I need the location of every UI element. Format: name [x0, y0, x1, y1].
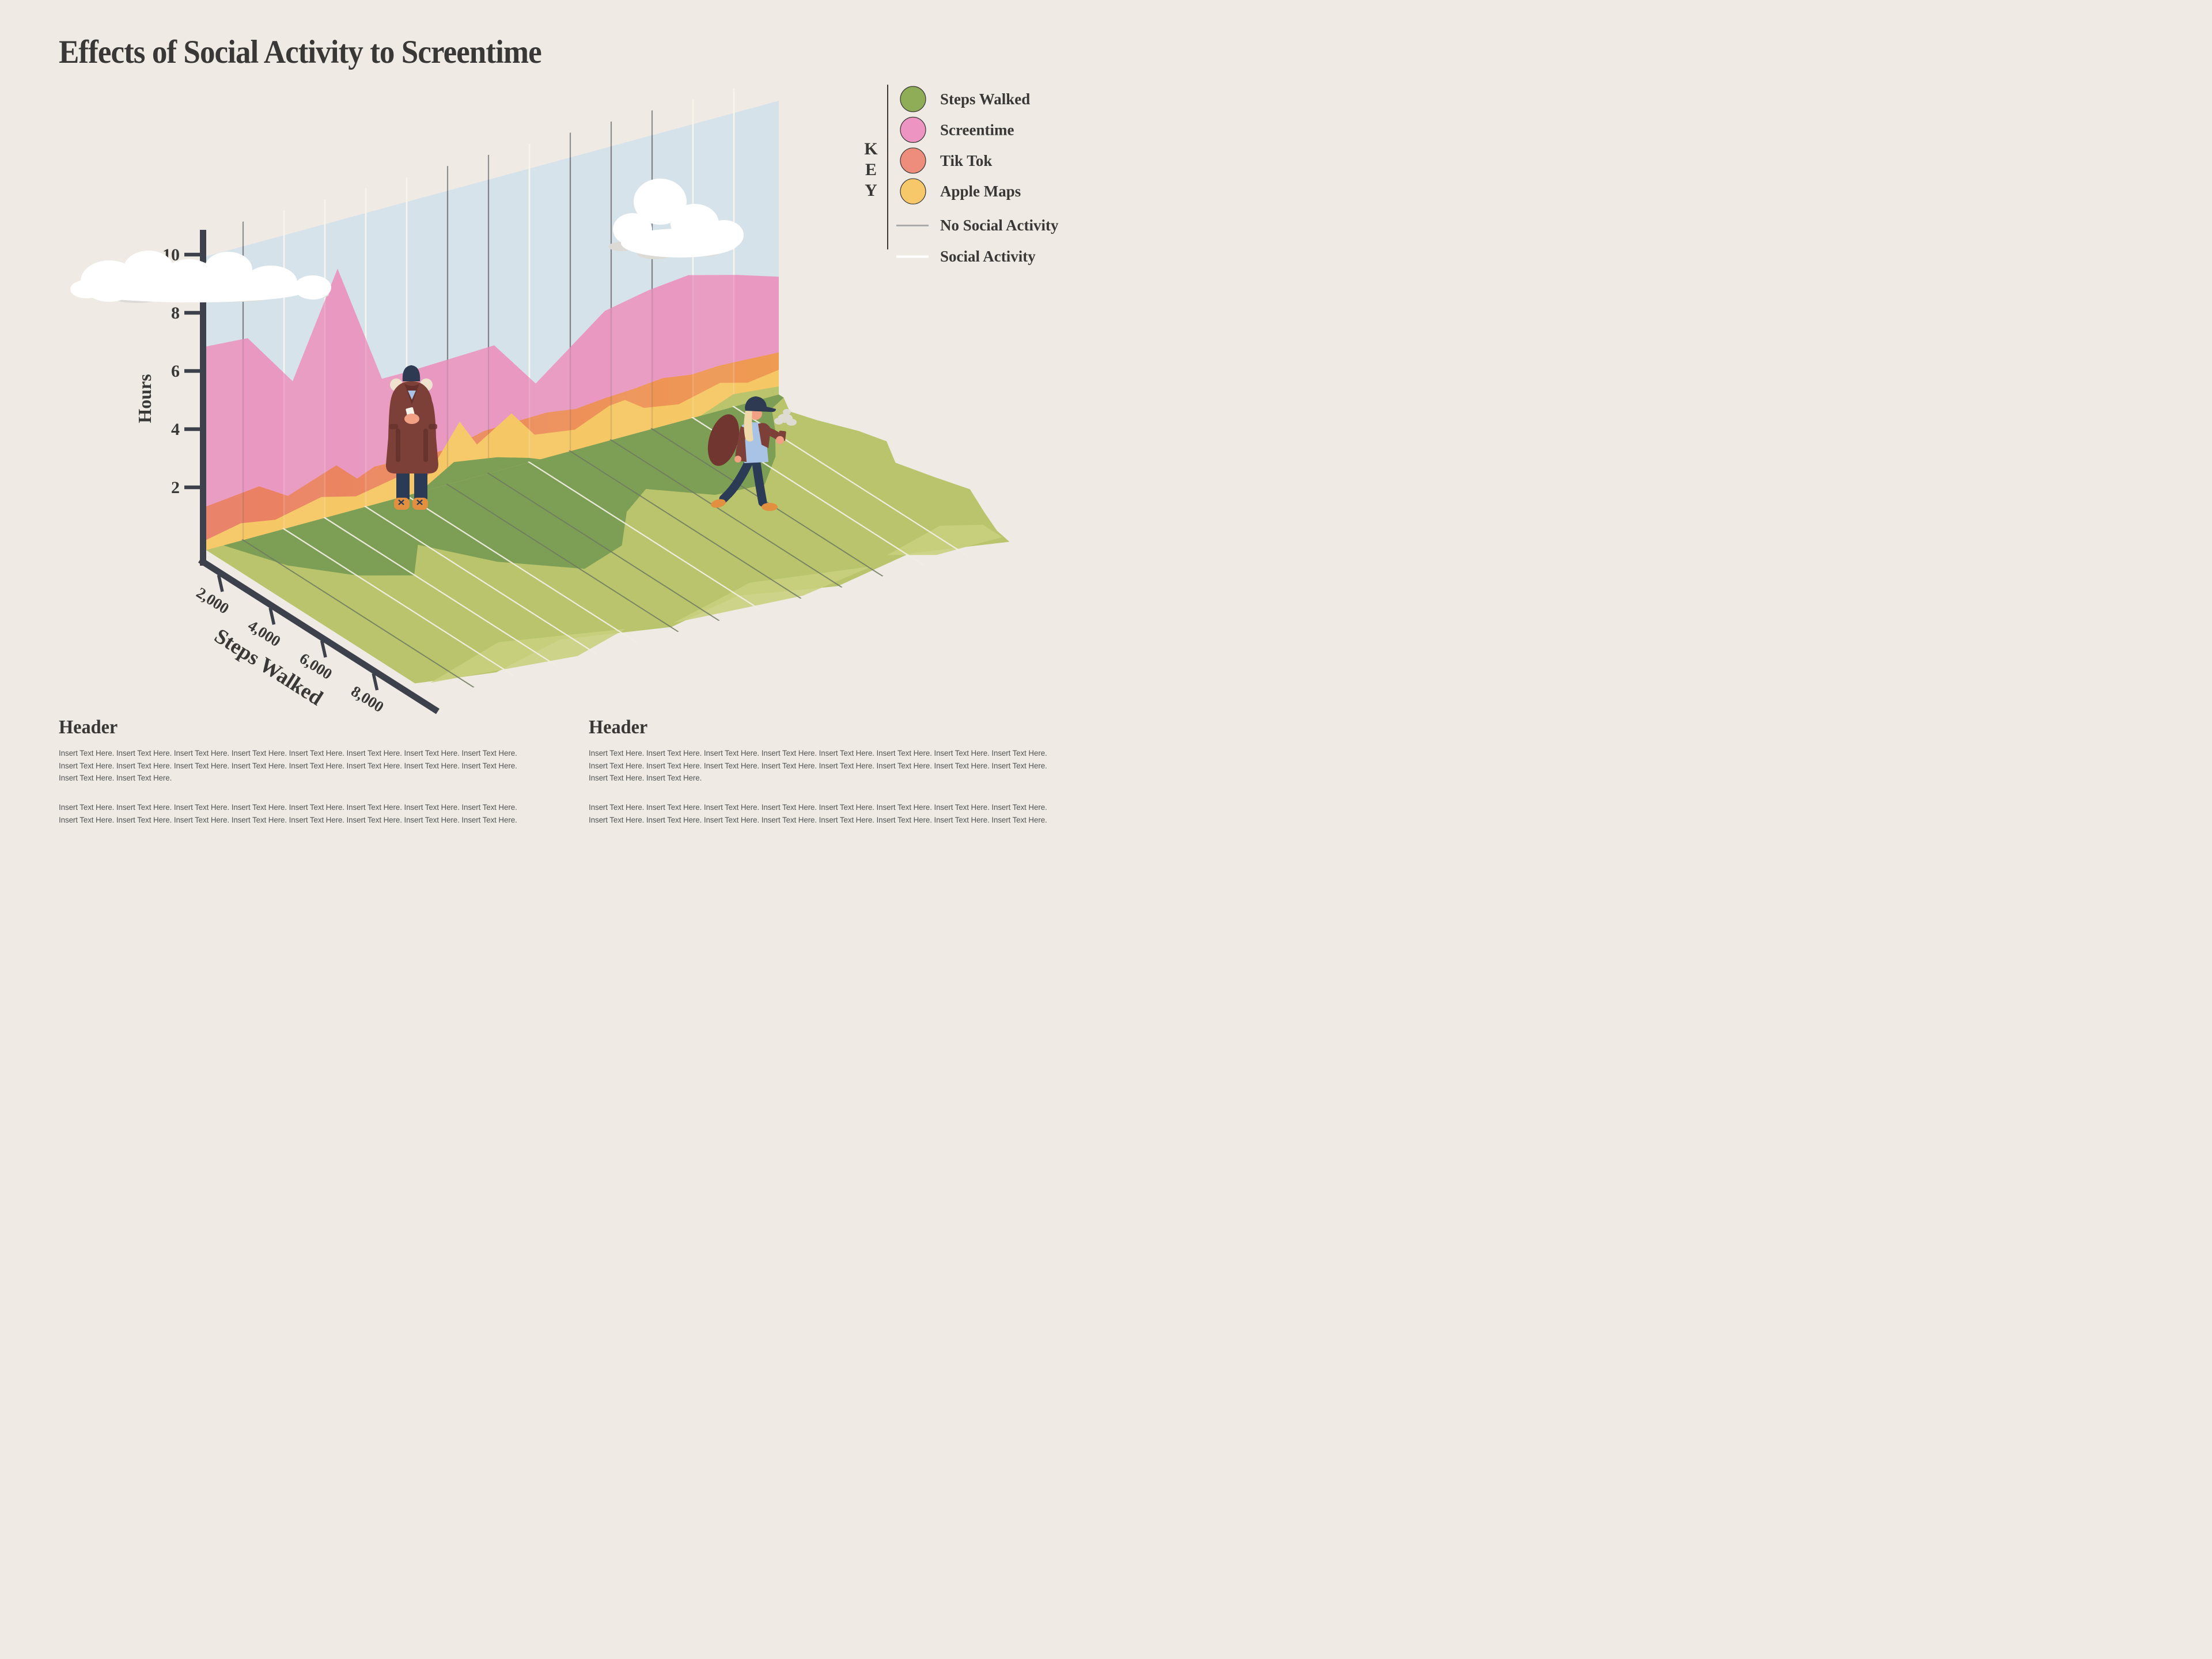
social-activity-ground-line: [323, 517, 556, 665]
wall-glass-panes: [206, 113, 734, 550]
footer-paragraph: Insert Text Here. Insert Text Here. Inse…: [59, 803, 517, 830]
legend-label: Steps Walked: [940, 90, 1030, 108]
legend-label: Screentime: [940, 121, 1014, 138]
y-tick-label: 8: [171, 304, 180, 323]
hands: [404, 414, 419, 424]
shirt-collar: [408, 391, 416, 400]
ground-highlight-1: [430, 628, 626, 683]
wall-pane: [206, 246, 243, 550]
key-letter: Y: [865, 181, 877, 200]
ground-plane: [206, 394, 1010, 688]
steam-puff: [783, 409, 791, 415]
hanging-arm: [735, 432, 747, 459]
coat-belt: [389, 424, 398, 429]
wall-pane: [611, 135, 652, 440]
x-tick-mark: [268, 607, 276, 625]
no-social-activity-ground-line: [609, 439, 843, 588]
no-social-activity-ground-line: [569, 450, 802, 599]
ground-highlight-2: [673, 566, 872, 623]
y-tick-mark: [184, 310, 200, 315]
hand: [734, 456, 741, 463]
back-leg: [719, 457, 753, 503]
x-axis-bar: [198, 557, 440, 714]
x-tick-mark: [217, 574, 224, 592]
cloud-right: [608, 179, 744, 259]
legend-swatch-steps-walked: [900, 86, 926, 112]
wall-pane: [529, 157, 570, 463]
x-tick-mark: [320, 640, 327, 658]
pant-leg: [396, 471, 410, 500]
footer-paragraph: Insert Text Here. Insert Text Here. Inse…: [589, 749, 1047, 783]
no-social-activity-ground-line: [241, 539, 475, 688]
x-tick-mark: [372, 673, 379, 691]
x-tick-label: 2,000: [194, 584, 232, 618]
footer-paragraph: Insert Text Here. Insert Text Here. Inse…: [59, 749, 517, 783]
no-social-activity-ground-line: [446, 483, 679, 632]
wall-plane: [206, 88, 779, 550]
hill-bump-dark: [419, 457, 540, 493]
infographic-canvas: 2 4 6 8 10 2,000 4,000 6,000 8,000 Hours Steps …: [0, 0, 1106, 830]
legend-items: Steps Walked Screentime Tik Tok Apple Maps N…: [896, 86, 1059, 265]
coat-pocket: [423, 429, 428, 462]
steam-puff: [774, 418, 783, 425]
shoe: [762, 503, 778, 511]
wall-pane: [284, 224, 325, 529]
y-tick-mark: [184, 427, 200, 431]
key-letter: K: [864, 139, 878, 158]
y-tick-mark: [184, 485, 200, 490]
person-standing-with-phone: [385, 365, 438, 510]
baseball-cap: [745, 396, 776, 412]
shoulder-bag: [707, 414, 740, 466]
legend-label: No Social Activity: [940, 217, 1059, 234]
y-tick-label: 2: [171, 478, 180, 497]
y-tick-mark: [184, 369, 200, 373]
cloud-left: [70, 251, 331, 303]
shoe: [711, 499, 726, 508]
legend-label: Social Activity: [940, 248, 1036, 265]
social-activity-ground-line: [527, 461, 761, 610]
y-axis-bar: [200, 230, 206, 566]
coat-belt: [429, 424, 437, 429]
ground-highlight-3: [887, 524, 1002, 555]
hill-bump-light: [700, 386, 779, 416]
pant-leg: [414, 471, 427, 500]
wall-pane: [693, 113, 734, 418]
boot: [394, 498, 410, 510]
key-letter: E: [865, 160, 877, 179]
footer-section-left: Header Insert Text Here. Insert Text Her…: [59, 717, 524, 830]
legend-swatch-apple-maps: [900, 178, 926, 204]
social-activity-ground-line: [282, 528, 516, 677]
footer-header: Header: [59, 717, 118, 738]
coat-pocket: [396, 429, 400, 462]
legend-label: Tik Tok: [940, 152, 992, 169]
hair: [744, 406, 753, 442]
legend-swatch-tik-tok: [900, 147, 926, 174]
legend-key: K E Y Steps Walked Screentime Tik Tok Apple…: [864, 85, 1059, 265]
person-walking-with-cup: [707, 396, 797, 511]
footer-section-right: Header Insert Text Here. Insert Text Her…: [589, 717, 1054, 830]
no-social-activity-ground-line: [487, 472, 720, 621]
social-activity-ground-line: [404, 494, 638, 643]
y-axis-label: Hours: [134, 374, 155, 423]
legend-label: Apple Maps: [940, 183, 1021, 200]
boot: [412, 498, 428, 510]
hand-on-cup: [776, 436, 784, 444]
footer-paragraph: Insert Text Here. Insert Text Here. Inse…: [589, 803, 1047, 830]
page-title: Effects of Social Activity to Screentime: [59, 34, 542, 70]
y-tick-mark: [184, 252, 200, 257]
legend-swatch-screentime: [900, 116, 926, 143]
front-leg: [752, 459, 767, 507]
footer-header: Header: [589, 717, 648, 738]
wall-pane: [448, 179, 488, 485]
steam-puff: [786, 419, 797, 426]
beanie-hat: [402, 365, 421, 381]
social-activity-ground-line: [363, 506, 597, 654]
x-tick-label: 8,000: [348, 683, 387, 716]
y-tick-label: 6: [171, 362, 180, 381]
ground-green-dark-hills: [224, 394, 784, 576]
y-tick-label: 4: [171, 420, 180, 439]
boot-laces: [398, 499, 423, 505]
